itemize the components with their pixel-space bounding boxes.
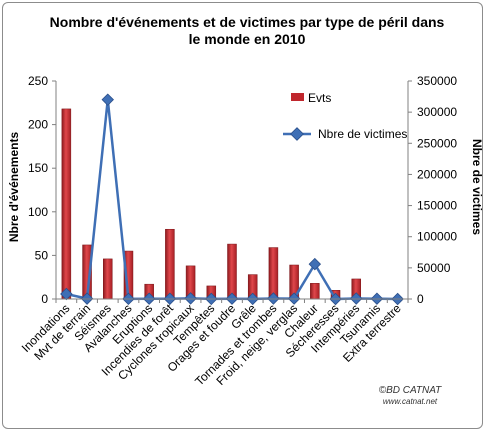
bar-10 [268,247,279,300]
chart-title: Nombre d'événements et de victimes par t… [50,14,445,47]
victims-point-6 [184,292,197,305]
right-axis-label: Nbre de victimes [470,139,484,235]
left-tick-label: 50 [35,248,49,262]
bar-2 [103,258,113,300]
legend-label-victims: Nbre de victimes [318,127,407,141]
right-tick-label: 200000 [417,167,457,181]
bar-12 [310,283,320,300]
right-tick-label: 100000 [417,230,457,244]
right-tick-label: 250000 [417,136,457,150]
credit-text: ©BD CATNAT [379,385,442,396]
bar-0 [61,108,72,300]
legend: Evts Nbre de victimes [283,91,407,141]
left-axis-label: Nbre d'événements [7,132,21,243]
axes [55,81,409,303]
right-tick-label: 150000 [417,199,457,213]
bars-series [61,108,361,300]
legend-marker-icon [290,127,304,141]
left-tick-label: 0 [41,292,48,306]
left-tick-label: 100 [28,205,48,219]
left-tick-label: 250 [28,74,48,88]
left-axis-ticks: 0 50 100 150 200 250 [28,74,56,306]
chart-title-line-1: Nombre d'événements et de victimes par t… [50,14,445,30]
chart-title-line-2: le monde en 2010 [189,31,306,47]
right-axis-ticks: 0 50000 100000 150000 200000 250000 300000 3500… [408,74,457,306]
victims-point-0 [60,287,73,301]
legend-label-evts: Evts [308,91,331,105]
victims-point-2 [101,93,114,106]
right-tick-label: 0 [417,292,424,306]
credit-url: www.catnat.net [383,397,438,406]
left-tick-label: 150 [28,161,48,175]
chart-frame [2,2,483,429]
left-tick-label: 200 [28,118,48,132]
right-tick-label: 350000 [417,74,457,88]
right-tick-label: 300000 [417,105,457,119]
legend-swatch-evts [291,93,304,101]
victims-point-12 [308,257,322,271]
right-tick-label: 50000 [417,261,451,275]
bar-8 [227,243,237,300]
line-series [60,93,404,306]
bar-5 [165,228,175,300]
